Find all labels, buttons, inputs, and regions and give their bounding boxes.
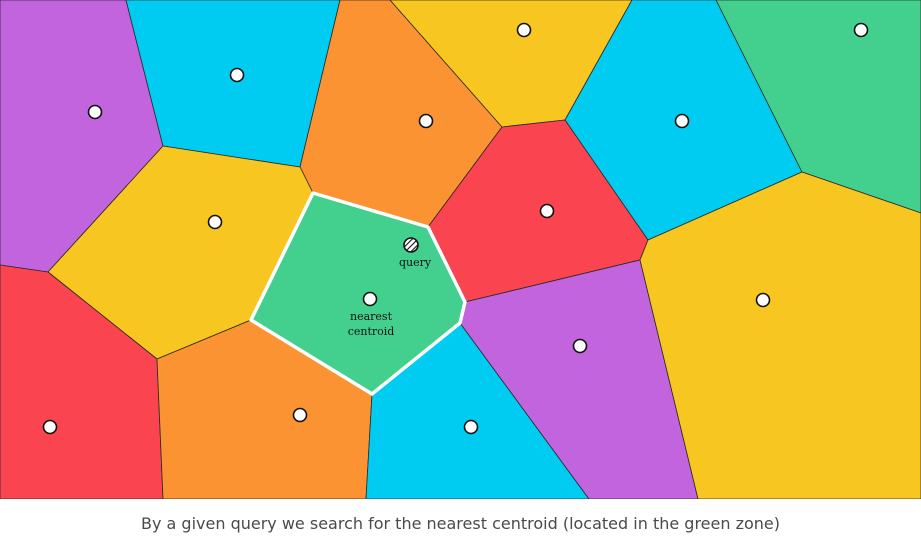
centroid-icon xyxy=(292,407,308,423)
centroid-label: centroid xyxy=(348,325,395,338)
centroid-icon xyxy=(463,419,479,435)
centroid-icon xyxy=(87,104,103,120)
centroid-icon xyxy=(755,292,771,308)
query-label: query xyxy=(399,256,432,269)
figure-caption: By a given query we search for the neare… xyxy=(141,514,780,533)
query-marker-icon xyxy=(403,237,419,253)
nearest-label: nearest xyxy=(350,310,393,323)
centroid-icon xyxy=(674,113,690,129)
nearest-centroid-icon xyxy=(362,291,378,307)
centroid-icon xyxy=(418,113,434,129)
centroid-icon xyxy=(516,22,532,38)
centroid-icon xyxy=(229,67,245,83)
cell-green-topright xyxy=(715,0,921,214)
centroid-icon xyxy=(853,22,869,38)
centroid-icon xyxy=(207,214,223,230)
voronoi-diagram: query nearest centroid xyxy=(0,0,921,499)
centroid-icon xyxy=(572,338,588,354)
cell-yellow-right xyxy=(639,171,921,499)
centroid-icon xyxy=(539,203,555,219)
voronoi-svg: query nearest centroid xyxy=(0,0,921,499)
centroid-icon xyxy=(42,419,58,435)
